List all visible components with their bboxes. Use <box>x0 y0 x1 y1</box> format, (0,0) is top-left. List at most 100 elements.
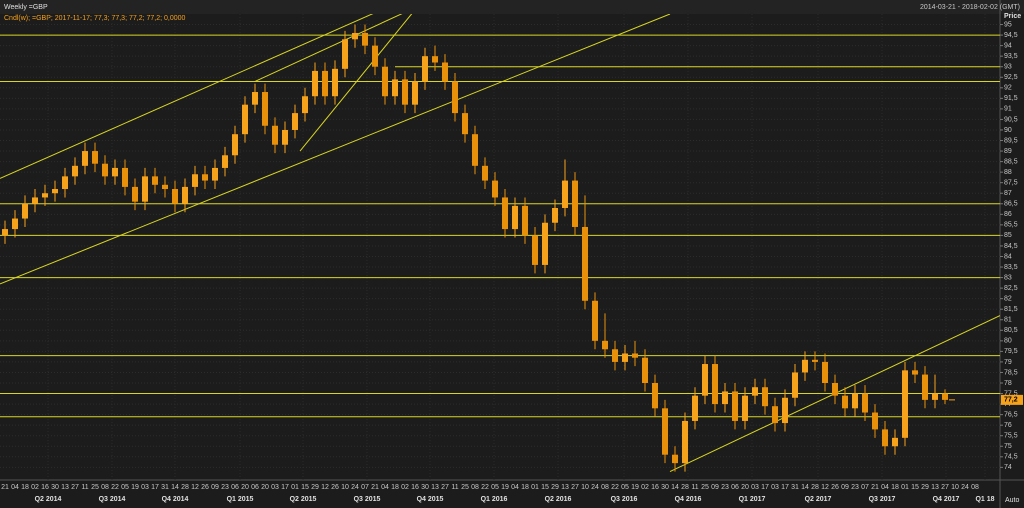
y-tick-label: 76,5 <box>1004 411 1018 418</box>
x-tick-label: 29 <box>551 484 559 491</box>
x-tick-label: 02 <box>401 484 409 491</box>
candle-body <box>132 186 138 202</box>
x-tick-label: 29 <box>311 484 319 491</box>
candle-body <box>382 66 388 97</box>
x-tick-label: 26 <box>831 484 839 491</box>
quarter-label: Q2 2016 <box>545 496 572 503</box>
quarter-label: Q4 2017 <box>933 496 960 503</box>
candle-body <box>272 125 278 145</box>
trend-line <box>0 14 374 179</box>
quarter-label: Q4 2014 <box>162 496 189 503</box>
candle-body <box>632 353 638 358</box>
candle-body <box>702 364 708 396</box>
y-tick-label: 74,5 <box>1004 454 1018 461</box>
chart-title: Weekly =GBP <box>4 4 48 11</box>
x-tick-label: 13 <box>931 484 939 491</box>
candle-body <box>582 226 588 301</box>
quarter-label: Q3 2016 <box>611 496 638 503</box>
y-tick-label: 75,5 <box>1004 433 1018 440</box>
x-tick-label: 11 <box>691 484 698 491</box>
y-tick-label: 91,5 <box>1004 95 1018 102</box>
x-tick-label: 24 <box>591 484 599 491</box>
y-tick-label: 82,5 <box>1004 285 1018 292</box>
candle-body <box>32 197 38 204</box>
x-tick-label: 08 <box>601 484 609 491</box>
candle-body <box>852 393 858 409</box>
x-tick-label: 20 <box>261 484 269 491</box>
candle-body <box>422 56 428 82</box>
candle-body <box>362 32 368 46</box>
candle-body <box>642 357 648 384</box>
x-tick-label: 13 <box>61 484 69 491</box>
x-tick-label: 18 <box>521 484 529 491</box>
candle-body <box>82 151 88 166</box>
x-tick-label: 01 <box>291 484 299 491</box>
candle-body <box>112 167 118 177</box>
y-tick-label: 93 <box>1004 64 1012 71</box>
trend-line <box>299 14 413 152</box>
candle-body <box>342 39 348 69</box>
candle-body <box>312 70 318 97</box>
candle-body <box>942 393 948 400</box>
scale-mode[interactable]: Auto <box>1005 497 1020 504</box>
quarter-label: Q3 2014 <box>99 496 126 503</box>
candle-body <box>452 81 458 114</box>
x-tick-label: 09 <box>841 484 849 491</box>
x-tick-label: 23 <box>851 484 859 491</box>
x-tick-label: 01 <box>531 484 539 491</box>
candle-body <box>782 397 788 424</box>
quarter-label: Q4 2016 <box>675 496 702 503</box>
candle-body <box>372 45 378 67</box>
y-tick-label: 94,5 <box>1004 32 1018 39</box>
x-tick-label: 18 <box>391 484 399 491</box>
x-tick-label: 12 <box>321 484 329 491</box>
y-tick-label: 85,5 <box>1004 222 1018 229</box>
candle-body <box>862 393 868 413</box>
x-tick-label: 04 <box>11 484 19 491</box>
candle-body <box>672 454 678 464</box>
x-tick-label: 25 <box>701 484 709 491</box>
x-tick-label: 22 <box>481 484 489 491</box>
candle-body <box>392 79 398 97</box>
x-tick-label: 14 <box>171 484 179 491</box>
y-tick-label: 90,5 <box>1004 116 1018 123</box>
x-tick-label: 29 <box>921 484 929 491</box>
quarter-label: Q1 2017 <box>739 496 766 503</box>
y-tick-label: 88 <box>1004 169 1012 176</box>
candle-body <box>152 176 158 185</box>
candle-body <box>822 361 828 384</box>
y-tick-label: 83,5 <box>1004 264 1018 271</box>
y-tick-label: 79 <box>1004 359 1012 366</box>
candle-body <box>432 56 438 63</box>
candle-body <box>572 180 578 227</box>
x-tick-label: 19 <box>631 484 639 491</box>
x-tick-label: 26 <box>331 484 339 491</box>
candle-body <box>662 408 668 455</box>
quarter-label: Q4 2015 <box>417 496 444 503</box>
candle-body <box>522 205 528 236</box>
y-tick-label: 84,5 <box>1004 243 1018 250</box>
candle-body <box>162 184 168 190</box>
candle-body <box>212 167 218 181</box>
x-tick-label: 21 <box>1 484 9 491</box>
x-tick-label: 12 <box>191 484 199 491</box>
candle-body <box>492 180 498 198</box>
candle-body <box>682 420 688 464</box>
x-tick-label: 14 <box>801 484 809 491</box>
candle-body <box>842 395 848 409</box>
candle-body <box>732 391 738 421</box>
candle-body <box>192 174 198 187</box>
candle-body <box>232 134 238 156</box>
candle-body <box>652 383 658 409</box>
candle-body <box>602 340 608 350</box>
candle-body <box>322 70 328 97</box>
x-tick-label: 04 <box>381 484 389 491</box>
x-tick-label: 12 <box>821 484 829 491</box>
y-tick-label: 92,5 <box>1004 74 1018 81</box>
x-tick-label: 20 <box>741 484 749 491</box>
x-tick-label: 16 <box>651 484 659 491</box>
candle-body <box>762 387 768 407</box>
x-tick-label: 16 <box>41 484 49 491</box>
candle-body <box>752 387 758 396</box>
